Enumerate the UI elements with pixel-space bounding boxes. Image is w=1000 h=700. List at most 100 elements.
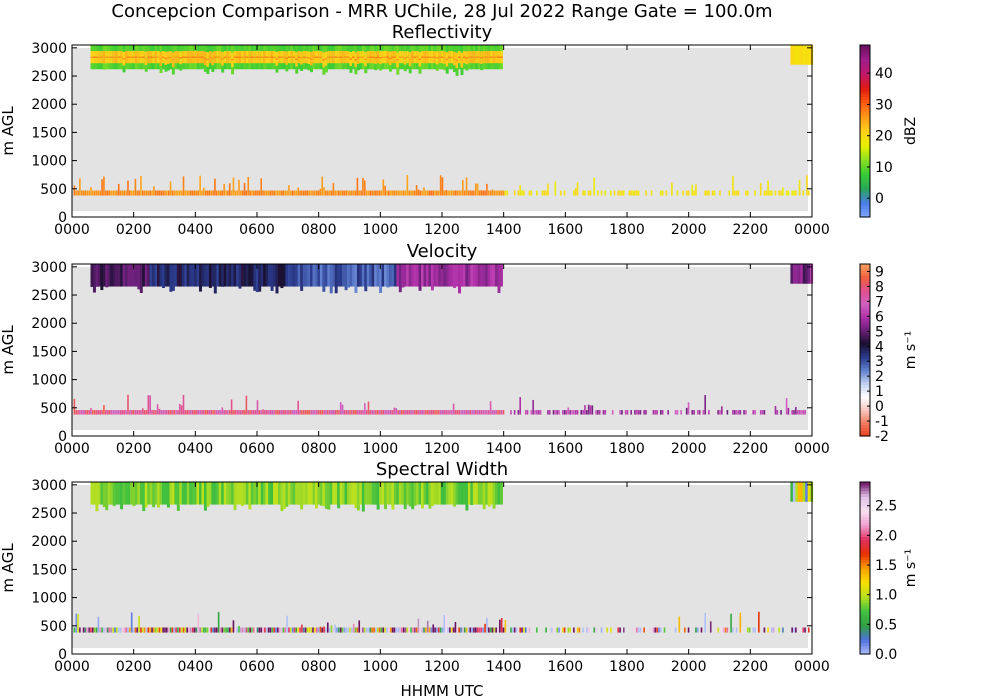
colorbar-label: m s⁻¹ <box>903 549 919 587</box>
x-tick-label: 1200 <box>424 222 460 238</box>
y-tick-label: 500 <box>40 182 67 198</box>
x-tick-label: 1800 <box>609 659 645 675</box>
x-tick-label: 2200 <box>733 659 769 675</box>
colorbar: 0 10 20 30 40 dBZ <box>859 44 919 218</box>
x-tick-label: 1200 <box>424 441 460 457</box>
colorbar-tick-label: 7 <box>875 294 884 310</box>
x-tick-label: 2200 <box>733 222 769 238</box>
x-tick-label: 0200 <box>116 659 152 675</box>
panel-title: Spectral Width <box>376 459 508 480</box>
colorbar-tick-label: -1 <box>875 414 889 430</box>
x-tick-label: 1400 <box>486 659 522 675</box>
colorbar-tick-label: 1.0 <box>875 588 897 604</box>
colorbar-tick-label: 8 <box>875 279 884 295</box>
colorbar-tick-label: 3 <box>875 354 884 370</box>
x-tick-label: 0200 <box>116 222 152 238</box>
figure-xlabel: HHMM UTC <box>401 682 484 700</box>
x-tick-label: 0800 <box>301 222 337 238</box>
x-tick-label: 2000 <box>671 222 707 238</box>
y-tick-label: 2500 <box>31 506 67 522</box>
x-tick-label: 2000 <box>671 659 707 675</box>
x-tick-label: 0400 <box>178 222 214 238</box>
x-tick-label: 1000 <box>363 441 399 457</box>
x-tick-label: 0800 <box>301 441 337 457</box>
no-data-area <box>72 485 808 648</box>
y-tick-label: 2000 <box>31 316 67 332</box>
panel-title: Velocity <box>407 241 478 262</box>
upper-cloud-layer <box>90 264 503 294</box>
colorbar-tick-label: 9 <box>875 264 884 280</box>
y-tick-label: 0 <box>58 210 67 226</box>
y-tick-label: 1000 <box>31 373 67 389</box>
y-tick-label: 2500 <box>31 69 67 85</box>
colorbar-tick-label: 2 <box>875 369 884 385</box>
colorbar-tick-label: 6 <box>875 309 884 325</box>
colorbar-tick-label: 0 <box>875 399 884 415</box>
x-tick-label: 0800 <box>301 659 337 675</box>
colorbar-frame <box>859 44 871 218</box>
y-tick-label: 0 <box>58 429 67 445</box>
x-tick-label: 1400 <box>486 222 522 238</box>
x-tick-label: 0600 <box>239 222 275 238</box>
figure-title: Concepcion Comparison - MRR UChile, 28 J… <box>111 1 772 22</box>
colorbar-frame <box>859 481 871 655</box>
upper-cloud-layer <box>90 45 503 76</box>
y-tick-label: 0 <box>58 647 67 663</box>
y-tick-label: 500 <box>40 619 67 635</box>
colorbar-tick-label: -2 <box>875 429 889 445</box>
colorbar-tick-label: 10 <box>875 160 893 176</box>
x-tick-label: 1600 <box>548 441 584 457</box>
colorbar-tick-label: 30 <box>875 97 893 113</box>
colorbar-tick-label: 2.5 <box>875 499 897 515</box>
no-data-area <box>72 267 808 430</box>
y-tick-label: 1500 <box>31 344 67 360</box>
x-tick-label: 1000 <box>363 222 399 238</box>
x-tick-label: 0600 <box>239 441 275 457</box>
colorbar-tick-label: 0 <box>875 191 884 207</box>
panel-title: Reflectivity <box>392 22 493 43</box>
x-tick-label: 1600 <box>548 659 584 675</box>
y-axis-label: m AGL <box>0 325 17 375</box>
x-tick-label: 0400 <box>178 441 214 457</box>
colorbar-tick-label: 5 <box>875 324 884 340</box>
colorbar-frame <box>859 263 871 437</box>
colorbar-tick-label: 4 <box>875 339 884 355</box>
x-tick-label: 0000 <box>794 441 830 457</box>
y-tick-label: 3000 <box>31 260 67 276</box>
x-tick-label: 0000 <box>54 659 90 675</box>
y-tick-label: 2500 <box>31 288 67 304</box>
colorbar-tick-label: 0.0 <box>875 647 897 663</box>
colorbar-label: dBZ <box>903 117 919 145</box>
x-tick-label: 2000 <box>671 441 707 457</box>
colorbar-tick-label: 2.0 <box>875 528 897 544</box>
surface-echo-band <box>73 394 806 415</box>
upper-cloud-layer <box>90 482 503 512</box>
x-tick-label: 1800 <box>609 441 645 457</box>
y-tick-label: 1000 <box>31 154 67 170</box>
colorbar-tick-label: 20 <box>875 129 893 145</box>
x-tick-label: 0000 <box>794 659 830 675</box>
y-tick-label: 2000 <box>31 534 67 550</box>
colorbar-tick-label: 40 <box>875 66 893 82</box>
panel-spectral-width: Spectral Width 0 500 1000 1500 2000 2500 3000 00… <box>0 459 919 675</box>
x-tick-label: 1800 <box>609 222 645 238</box>
x-tick-label: 1600 <box>548 222 584 238</box>
x-tick-label: 0200 <box>116 441 152 457</box>
x-tick-label: 1200 <box>424 659 460 675</box>
x-tick-label: 1400 <box>486 441 522 457</box>
y-tick-label: 3000 <box>31 41 67 57</box>
y-tick-label: 3000 <box>31 478 67 494</box>
y-axis-label: m AGL <box>0 543 17 593</box>
x-tick-label: 0000 <box>54 222 90 238</box>
x-tick-label: 1000 <box>363 659 399 675</box>
colorbar-tick-label: 1.5 <box>875 558 897 574</box>
y-tick-label: 1000 <box>31 591 67 607</box>
y-axis-label: m AGL <box>0 106 17 156</box>
panel-reflectivity: Reflectivity0500100015002000250030000000… <box>0 22 919 238</box>
y-tick-label: 500 <box>40 401 67 417</box>
surface-echo-band <box>73 175 810 196</box>
x-tick-label: 0400 <box>178 659 214 675</box>
colorbar: 0.0 0.5 1.0 1.5 2.0 2.5 m s⁻¹ <box>859 481 919 663</box>
